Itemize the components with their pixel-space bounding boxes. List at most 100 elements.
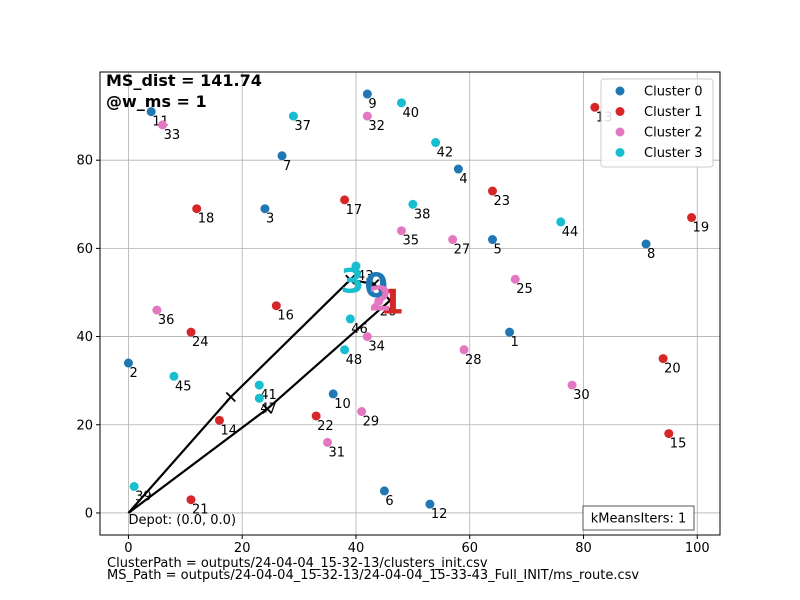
data-point [123,358,133,368]
legend-marker [615,148,625,157]
data-point [192,204,202,214]
point-label: 27 [454,243,471,258]
data-point [277,151,287,161]
route-marker [345,274,356,285]
data-point [288,111,298,121]
x-tick-label: 60 [461,541,478,556]
data-point [271,301,281,311]
data-point [146,107,156,117]
point-label: 46 [351,322,368,337]
plot-frame [99,71,721,536]
legend-entry: Cluster 0 [644,85,703,100]
x-tick-label: 40 [348,541,365,556]
data-point [254,380,264,390]
data-point [567,380,577,390]
ms-path-text: MS_Path = outputs/24-04-04_15-32-13/24-0… [107,568,640,583]
centroid-label: 3 [340,262,364,302]
data-point [459,345,469,355]
point-label: 47 [260,401,277,416]
point-label: 26 [380,304,397,319]
legend-marker [615,107,625,116]
data-point [453,164,463,174]
data-point [340,195,350,205]
centroid-label: 1 [380,282,404,322]
point-label: 45 [175,379,192,394]
legend-marker [615,86,625,96]
route-marker [369,278,380,290]
point-label: 43 [357,269,374,284]
y-tick-label: 0 [85,506,93,521]
data-point [641,239,651,249]
data-point [152,305,162,315]
point-label: 28 [465,353,482,368]
data-point [396,226,406,236]
data-point [556,217,566,227]
data-point [362,111,372,121]
point-label: 12 [431,507,448,522]
data-point [260,204,270,214]
data-point [357,407,367,417]
point-label: 4 [459,172,467,187]
route-layer [127,274,396,514]
centroid-label: 2 [368,279,392,319]
point-label: 15 [670,437,687,452]
point-label: 6 [385,494,393,509]
point-label: 36 [158,313,175,328]
data-point [351,261,361,271]
point-label: 38 [414,207,431,222]
legend-marker [615,127,625,137]
point-label: 41 [260,388,277,403]
data-point [590,102,600,112]
point-label: 10 [334,397,351,412]
data-point [311,411,321,421]
point-label: 40 [402,106,419,121]
data-point [379,486,389,496]
data-point [396,98,406,108]
point-label: 33 [164,128,181,143]
data-point [664,429,674,439]
data-point [214,415,224,425]
data-point [328,389,338,399]
point-label: 35 [402,234,419,249]
data-point [186,327,196,337]
point-label: 29 [363,415,380,430]
point-label: 19 [693,221,710,236]
legend: Cluster 0 Cluster 1 Cluster 2 Cluster 3 [600,78,714,168]
point-label: 34 [368,340,385,355]
data-point [448,235,458,245]
data-point [487,235,497,245]
data-point [362,89,372,99]
point-label: 39 [135,489,152,504]
x-tick-label: 20 [234,541,251,556]
point-label: 48 [346,353,363,368]
point-label: 3 [266,212,274,227]
point-label: 44 [562,225,579,240]
info-box-text: kMeansIters: 1 [591,512,687,527]
data-point [425,499,435,509]
info-box: kMeansIters: 1 [582,505,695,531]
point-label: 2 [129,366,137,381]
point-label: 21 [192,503,209,518]
x-tick-label: 100 [685,541,710,556]
point-label: 24 [192,335,209,350]
point-label: 31 [329,445,346,460]
data-point [487,186,497,196]
point-label: 8 [647,247,655,262]
point-label: 14 [220,423,237,438]
point-label: 16 [277,309,294,324]
data-point [340,345,350,355]
data-point [374,296,384,306]
data-point [345,314,355,324]
y-tick-label: 80 [76,154,93,169]
point-label: 42 [437,146,454,161]
point-label: 5 [493,243,501,258]
y-tick-label: 60 [76,242,93,257]
data-point [510,274,520,284]
point-label: 18 [198,212,215,227]
legend-entry: Cluster 1 [644,105,703,120]
point-label: 9 [368,97,376,112]
points-layer: 1234567891011121314151617181920212223242… [123,89,710,528]
data-point [362,332,372,342]
